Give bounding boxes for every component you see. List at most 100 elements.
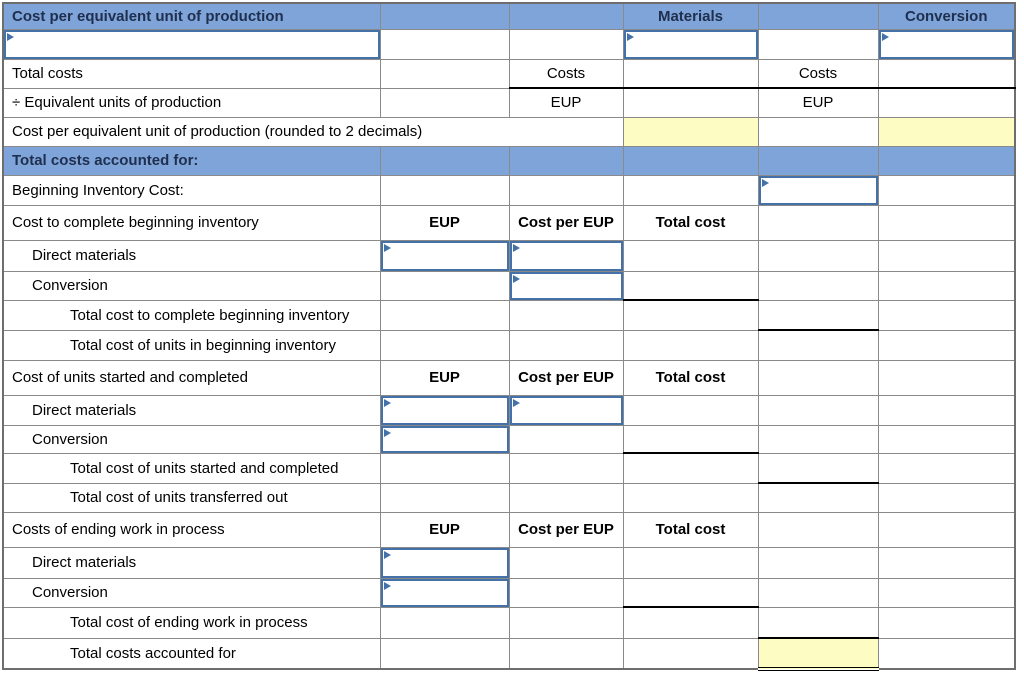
materials-column-header: Materials [622, 2, 759, 30]
cell [379, 424, 510, 454]
row-label-conversion: Conversion [2, 270, 381, 301]
eup-label-conversion: EUP [757, 87, 879, 118]
cost-per-eup-column-header: Cost per EUP [508, 204, 624, 241]
cell [508, 270, 624, 301]
cell [622, 577, 759, 608]
cell [622, 606, 759, 639]
total-costs-accounted-for-title: Total costs accounted for: [2, 145, 381, 176]
header-cell-empty [379, 145, 510, 176]
eup-column-header: EUP [379, 204, 510, 241]
cell [508, 174, 624, 206]
cell [379, 546, 510, 579]
input-cell-started-dm-cost-per-eup[interactable] [509, 395, 623, 425]
cell [757, 174, 879, 206]
input-cell-materials-type[interactable] [623, 29, 758, 59]
input-cell-beginning-conv-cost-per-eup[interactable] [509, 271, 623, 300]
table-row: Cost of units started and completed EUP … [2, 359, 1016, 396]
table-row: Conversion [2, 270, 1016, 301]
cell-marker-icon [512, 243, 520, 252]
cell [379, 87, 510, 118]
table-row: Total costs accounted for [2, 637, 1016, 671]
cell [622, 28, 759, 60]
cell [508, 482, 624, 513]
cell [622, 546, 759, 579]
cell-marker-icon [383, 428, 391, 437]
row-label-total-accounted: Total costs accounted for [2, 637, 381, 670]
input-cell-conversion-type[interactable] [878, 29, 1014, 59]
conversion-column-header: Conversion [877, 2, 1016, 30]
cell [508, 606, 624, 639]
row-label-conversion: Conversion [2, 577, 381, 608]
cell [757, 116, 879, 147]
cell [877, 577, 1016, 608]
cell [508, 299, 624, 331]
cell [622, 482, 759, 513]
cell-marker-icon [383, 581, 391, 590]
cell [877, 511, 1016, 548]
cell-marker-icon [383, 550, 391, 559]
cell [622, 239, 759, 272]
input-cell-beginning-inventory-cost[interactable] [758, 175, 878, 205]
cell-marker-icon [512, 398, 520, 407]
cell [622, 637, 759, 670]
beginning-inventory-cost-label: Beginning Inventory Cost: [2, 174, 381, 206]
cell [757, 577, 879, 608]
cell [622, 270, 759, 301]
input-cell-ending-conv-eup[interactable] [380, 578, 509, 607]
cell [757, 606, 879, 639]
row-label-total-started: Total cost of units started and complete… [2, 452, 381, 484]
cell-marker-icon [512, 274, 520, 283]
eup-column-header: EUP [379, 359, 510, 396]
input-cell-started-dm-eup[interactable] [380, 395, 509, 425]
input-cell-started-conv-eup[interactable] [380, 425, 509, 453]
costs-label-conversion: Costs [757, 58, 879, 89]
cell [379, 239, 510, 272]
cell [757, 394, 879, 426]
table-row: Direct materials [2, 394, 1016, 426]
cell [757, 452, 879, 484]
header-cell-empty [508, 145, 624, 176]
cell-marker-icon [626, 32, 634, 41]
table-row: Direct materials [2, 546, 1016, 579]
row-label-total-units-beginning: Total cost of units in beginning invento… [2, 329, 381, 361]
total-cost-column-header: Total cost [622, 359, 759, 396]
input-cell-cost-type[interactable] [4, 29, 380, 59]
cell [877, 394, 1016, 426]
table-row: ÷ Equivalent units of production EUP EUP [2, 87, 1016, 118]
cell [379, 174, 510, 206]
cell [877, 424, 1016, 454]
cell [877, 58, 1016, 89]
costs-label-materials: Costs [508, 58, 624, 89]
cell [877, 299, 1016, 331]
input-cell-beginning-dm-eup[interactable] [380, 240, 509, 271]
row-label-conversion: Conversion [2, 424, 381, 454]
equivalent-units-label: ÷ Equivalent units of production [2, 87, 381, 118]
cell [757, 239, 879, 272]
table-row: Beginning Inventory Cost: [2, 174, 1016, 206]
cell [757, 511, 879, 548]
row-label-direct-materials: Direct materials [2, 394, 381, 426]
cost-per-eup-rounded-label: Cost per equivalent unit of production (… [2, 116, 624, 147]
table-row: Conversion [2, 577, 1016, 608]
cell [2, 28, 381, 60]
table-row: Costs of ending work in process EUP Cost… [2, 511, 1016, 548]
cell [508, 452, 624, 484]
input-cell-ending-dm-eup[interactable] [380, 547, 509, 578]
cell [508, 239, 624, 272]
table-row: Conversion [2, 424, 1016, 454]
eup-label-materials: EUP [508, 87, 624, 118]
cell [757, 424, 879, 454]
table-row: Total cost of units in beginning invento… [2, 329, 1016, 361]
table-row: Total cost to complete beginning invento… [2, 299, 1016, 331]
table-row: Direct materials [2, 239, 1016, 272]
cell [379, 58, 510, 89]
answer-cell-total-costs-accounted-for[interactable] [757, 637, 879, 671]
cell [379, 394, 510, 426]
table-row: Cost per equivalent unit of production M… [2, 2, 1016, 30]
cell [508, 394, 624, 426]
answer-cell-materials-cost-per-eup[interactable] [622, 116, 759, 147]
answer-cell-conversion-cost-per-eup[interactable] [877, 116, 1016, 147]
cell [379, 577, 510, 608]
input-cell-beginning-dm-cost-per-eup[interactable] [509, 240, 623, 271]
cell [508, 546, 624, 579]
